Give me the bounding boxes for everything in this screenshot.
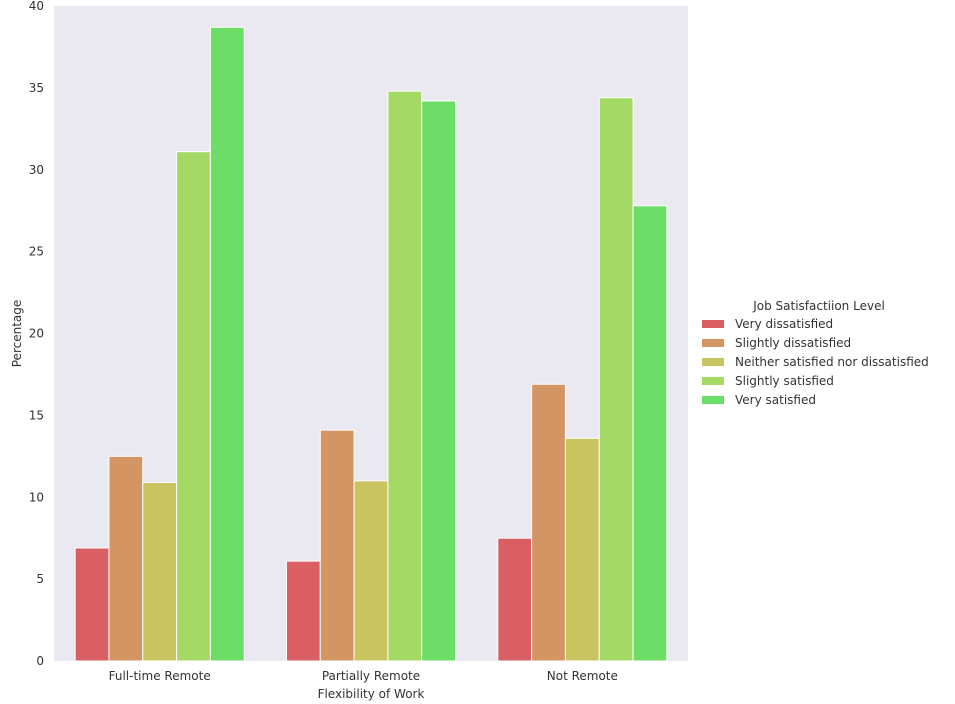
bar-very-satisfied-partially-remote: [421, 100, 457, 662]
bar-neither-satisfied-nor-dissatisfied-full-time-remote: [142, 482, 178, 662]
legend: Job Satisfactiion Level Very dissatisfie…: [702, 299, 929, 407]
y-tick-label: 25: [29, 245, 44, 259]
y-tick-label: 20: [29, 327, 44, 341]
y-axis-ticks: 0 5 10 15 20 25 30 35 40: [29, 0, 44, 668]
x-axis-label: Flexibility of Work: [318, 687, 425, 701]
bar-very-satisfied-full-time-remote: [209, 26, 245, 662]
y-tick-label: 10: [29, 490, 44, 504]
x-tick-label: Partially Remote: [322, 669, 420, 683]
legend-label: Very dissatisfied: [735, 317, 833, 331]
bar-neither-satisfied-nor-dissatisfied-not-remote: [564, 437, 600, 662]
legend-label: Slightly dissatisfied: [735, 336, 851, 350]
x-axis-ticks: Full-time Remote Partially Remote Not Remo…: [109, 669, 618, 683]
bars-group: [74, 26, 668, 662]
y-tick-label: 30: [29, 163, 44, 177]
bar-slightly-satisfied-partially-remote: [387, 90, 423, 662]
x-tick-label: Full-time Remote: [109, 669, 211, 683]
bar-very-satisfied-not-remote: [632, 205, 668, 662]
bar-slightly-dissatisfied-not-remote: [531, 383, 566, 662]
y-tick-label: 15: [29, 408, 44, 422]
y-tick-label: 0: [36, 654, 44, 668]
legend-label: Very satisfied: [735, 393, 816, 407]
legend-swatch: [702, 358, 724, 366]
bar-very-dissatisfied-full-time-remote: [74, 547, 110, 662]
legend-swatch: [702, 396, 724, 404]
legend-title: Job Satisfactiion Level: [752, 299, 885, 313]
legend-swatch: [702, 339, 724, 347]
y-tick-label: 5: [36, 572, 44, 586]
x-tick-label: Not Remote: [547, 669, 618, 683]
bar-very-dissatisfied-partially-remote: [285, 560, 321, 662]
legend-swatch: [702, 320, 724, 328]
bar-slightly-dissatisfied-partially-remote: [319, 429, 355, 662]
bar-slightly-satisfied-not-remote: [598, 97, 634, 662]
bar-slightly-dissatisfied-full-time-remote: [108, 455, 144, 662]
y-axis-label: Percentage: [10, 300, 24, 368]
bar-neither-satisfied-nor-dissatisfied-partially-remote: [353, 480, 389, 662]
legend-label: Neither satisfied nor dissatisfied: [735, 355, 929, 369]
bar-very-dissatisfied-not-remote: [497, 537, 533, 662]
y-tick-label: 40: [29, 0, 44, 13]
legend-swatch: [702, 377, 724, 385]
y-tick-label: 35: [29, 81, 44, 95]
legend-label: Slightly satisfied: [735, 374, 834, 388]
bar-slightly-satisfied-full-time-remote: [176, 151, 211, 662]
